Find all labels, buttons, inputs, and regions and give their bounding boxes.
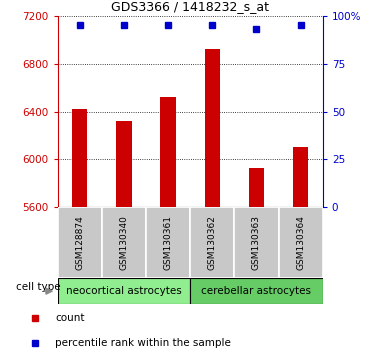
Text: cerebellar astrocytes: cerebellar astrocytes bbox=[201, 286, 311, 296]
Bar bbox=[58, 278, 190, 304]
Bar bbox=[279, 207, 323, 278]
Bar bbox=[293, 147, 308, 207]
Bar bbox=[58, 207, 102, 278]
Text: GSM128874: GSM128874 bbox=[75, 215, 84, 270]
Bar bbox=[102, 207, 146, 278]
Bar bbox=[72, 109, 87, 207]
Text: GSM130363: GSM130363 bbox=[252, 215, 261, 270]
Text: percentile rank within the sample: percentile rank within the sample bbox=[55, 338, 231, 348]
Text: count: count bbox=[55, 313, 85, 323]
Text: cell type: cell type bbox=[16, 282, 61, 292]
Bar bbox=[204, 49, 220, 207]
Bar bbox=[234, 207, 279, 278]
Text: GSM130361: GSM130361 bbox=[164, 215, 173, 270]
Title: GDS3366 / 1418232_s_at: GDS3366 / 1418232_s_at bbox=[111, 0, 269, 13]
Bar bbox=[190, 278, 323, 304]
Bar bbox=[249, 168, 264, 207]
Text: GSM130364: GSM130364 bbox=[296, 215, 305, 270]
Text: GSM130362: GSM130362 bbox=[208, 215, 217, 270]
Text: neocortical astrocytes: neocortical astrocytes bbox=[66, 286, 182, 296]
Bar bbox=[146, 207, 190, 278]
Text: GSM130340: GSM130340 bbox=[119, 215, 128, 270]
Bar bbox=[160, 97, 176, 207]
Bar bbox=[190, 207, 234, 278]
Bar bbox=[116, 121, 132, 207]
